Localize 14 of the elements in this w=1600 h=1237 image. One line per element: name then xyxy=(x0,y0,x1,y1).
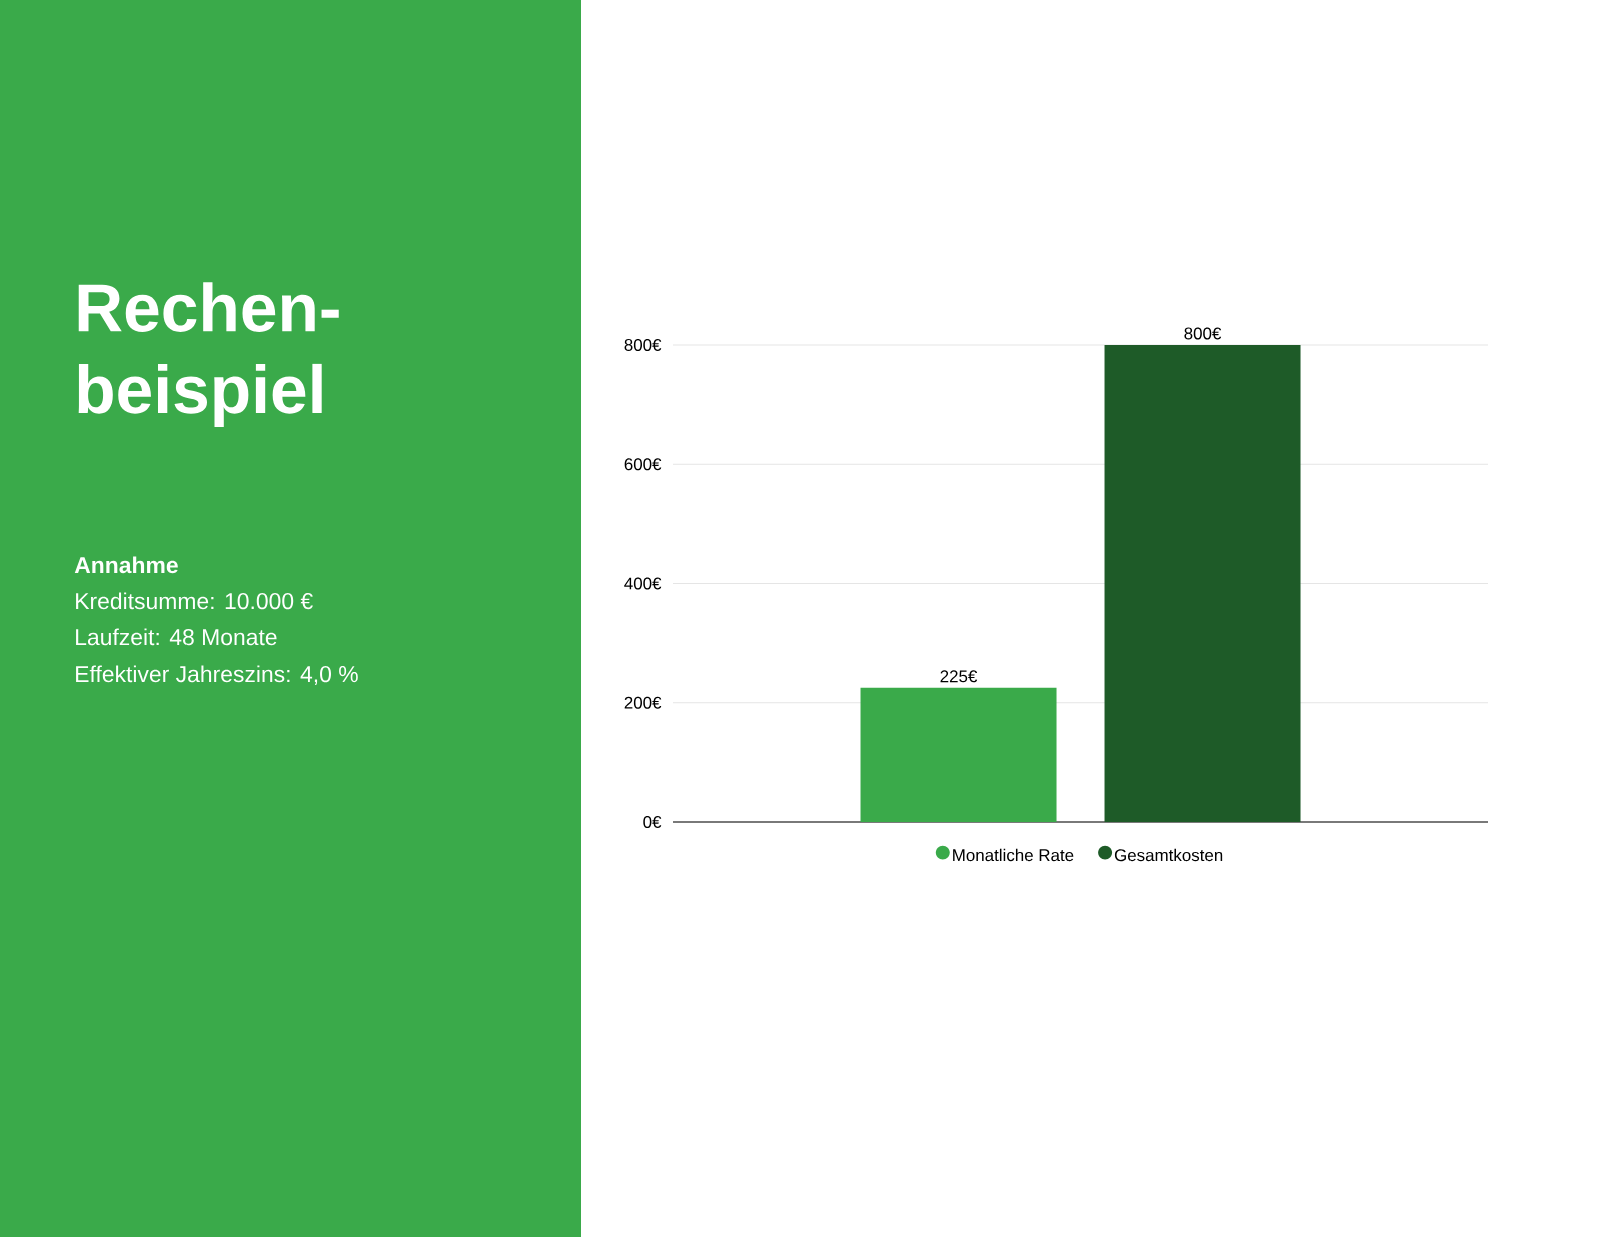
data-label: 225€ xyxy=(940,670,978,683)
text: Kreditsumme: 10.000 € xyxy=(76,592,313,610)
y-tick-label: 200€ xyxy=(624,696,662,709)
legend-label: Monatliche Rate xyxy=(953,848,1074,862)
y-tick-label: 0€ xyxy=(643,815,662,828)
y-tick-label: 600€ xyxy=(624,458,662,471)
legend-label: Gesamtkosten xyxy=(1114,848,1223,862)
y-tick-label: 800€ xyxy=(624,338,662,351)
text: Laufzeit: 48 Monate xyxy=(76,628,277,646)
text: Annahme xyxy=(74,556,178,574)
text: Effektiver Jahreszins: 4,0 % xyxy=(76,665,358,685)
chart-title: Rechen-beispiel xyxy=(78,282,339,428)
data-label: 800€ xyxy=(1184,327,1222,340)
y-tick-label: 400€ xyxy=(624,577,662,590)
